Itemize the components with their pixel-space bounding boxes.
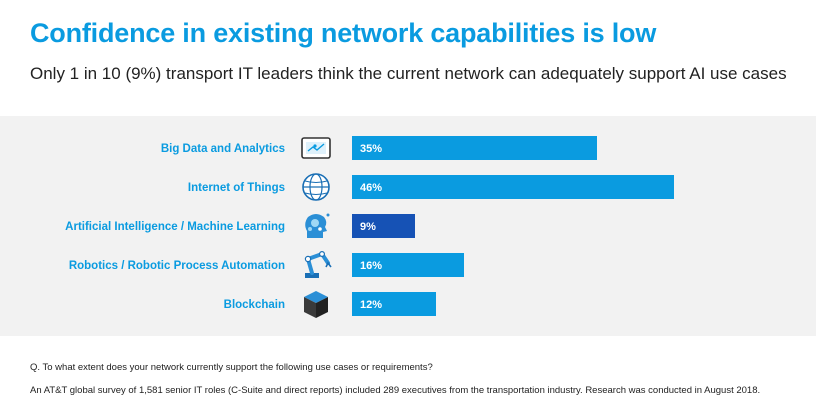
category-label: Internet of Things (188, 182, 285, 194)
data-label: 16% (360, 260, 382, 272)
bar-chart: Big Data and Analytics 35% Internet of Thi… (65, 136, 674, 318)
bar (352, 136, 597, 160)
data-label: 9% (360, 221, 376, 233)
data-label: 12% (360, 299, 382, 311)
bar (352, 214, 415, 238)
ai-head-icon (305, 213, 330, 238)
bar-row: Robotics / Robotic Process Automation 16% (69, 251, 464, 278)
category-label: Artificial Intelligence / Machine Learni… (65, 221, 285, 233)
source-note: An AT&T global survey of 1,581 senior IT… (30, 385, 761, 396)
category-label: Blockchain (224, 299, 285, 311)
bar (352, 292, 436, 316)
data-label: 46% (360, 182, 382, 194)
globe-icon (302, 173, 330, 201)
page-title: Confidence in existing network capabilit… (30, 18, 657, 48)
page-subtitle: Only 1 in 10 (9%) transport IT leaders t… (30, 64, 787, 83)
bar-row: Internet of Things 46% (188, 173, 674, 201)
bar (352, 253, 464, 277)
bar-row: Blockchain 12% (224, 291, 436, 318)
cube-icon (304, 291, 328, 318)
bar (352, 175, 674, 199)
category-label: Big Data and Analytics (161, 143, 285, 155)
survey-question: Q. To what extent does your network curr… (30, 362, 433, 373)
tablet-analytics-icon (301, 137, 331, 159)
category-label: Robotics / Robotic Process Automation (69, 260, 285, 272)
bar-row: Big Data and Analytics 35% (161, 136, 597, 160)
data-label: 35% (360, 143, 382, 155)
bar-row: Artificial Intelligence / Machine Learni… (65, 213, 415, 238)
robot-arm-icon (304, 251, 332, 278)
